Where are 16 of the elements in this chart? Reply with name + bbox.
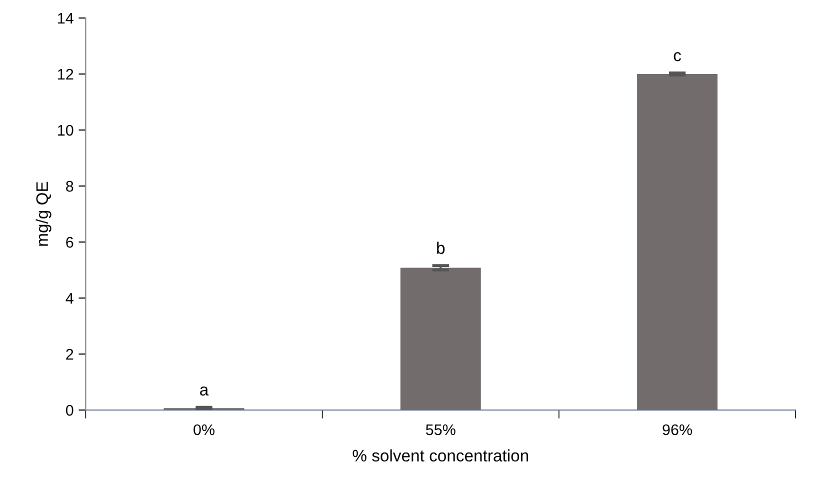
y-tick-label: 2	[66, 348, 74, 360]
y-tick-label: 8	[66, 180, 74, 192]
y-tick-label: 14	[58, 13, 74, 24]
x-axis-title: % solvent concentration	[352, 449, 528, 462]
annotation: b	[437, 242, 445, 254]
annotation: a	[200, 386, 209, 396]
y-tick-label: 12	[58, 68, 74, 80]
annotation: c	[674, 52, 682, 62]
x-tick-label: 0%	[194, 424, 214, 436]
x-tick-label: 96%	[662, 424, 692, 436]
y-tick-label: 6	[66, 236, 74, 248]
y-tick-label: 0	[66, 404, 74, 416]
y-tick-label: 4	[66, 293, 74, 304]
y-tick-label: 10	[58, 124, 74, 136]
x-tick-label: 55%	[426, 424, 456, 436]
y-axis-title: mg/g QE	[36, 182, 52, 246]
